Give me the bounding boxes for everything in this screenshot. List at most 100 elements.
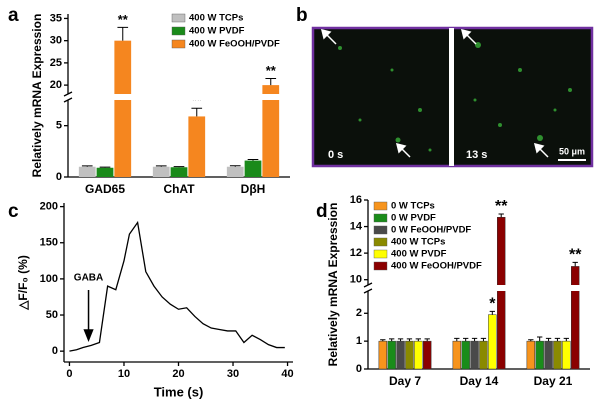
bar: [544, 340, 553, 370]
panel-label: c: [8, 201, 19, 222]
y-tick-label: 30: [50, 35, 62, 47]
significance: **: [192, 93, 203, 108]
error-bar: [528, 339, 534, 342]
x-axis-label: Time (s): [154, 384, 204, 399]
legend-swatch: [373, 213, 388, 223]
legend-label: 400 W PVDF: [391, 249, 447, 260]
x-tick-label: 30: [227, 368, 239, 380]
break-mark: [63, 97, 73, 103]
y-axis-label: Relatively mRNA Expression: [326, 203, 340, 367]
x-tick-label: 10: [118, 368, 130, 380]
bar: [535, 340, 544, 370]
bar: [553, 340, 562, 370]
cell-signal: [338, 46, 342, 50]
legend-label: 0 W PVDF: [391, 213, 436, 224]
bar: [78, 166, 96, 177]
panel-label: b: [296, 5, 308, 26]
axis-break: [69, 94, 291, 100]
bar: [96, 167, 114, 177]
panel-label: a: [8, 5, 19, 26]
arrow-head: [320, 28, 332, 40]
error-bar: [563, 337, 569, 342]
legend-swatch: [171, 26, 186, 36]
legend-swatch: [373, 237, 388, 247]
cell-signal: [518, 68, 522, 72]
bar: [244, 160, 262, 177]
bar: [497, 217, 506, 370]
legend-label: 0 W TCPs: [391, 201, 435, 212]
bar: [571, 266, 580, 370]
y-axis-label: Relatively mRNA Expression: [30, 14, 44, 178]
error-bar: [191, 107, 203, 117]
bar: [188, 116, 206, 177]
cell-signal: [537, 135, 543, 141]
error-bar: [537, 336, 543, 342]
x-tick-label: Day 21: [534, 374, 573, 388]
bar: [405, 340, 414, 370]
x-tick-label: Day 7: [389, 374, 421, 388]
scale-bar-label: 50 μm: [559, 146, 585, 156]
y-tick-label: 150: [40, 237, 58, 249]
cell-signal: [498, 123, 502, 127]
bar: [479, 340, 488, 370]
frame-time: 0 s: [328, 149, 343, 161]
significance: **: [118, 12, 129, 27]
x-tick-label: DβH: [241, 182, 266, 196]
bar: [562, 340, 571, 370]
legend-swatch: [373, 249, 388, 259]
error-bar: [545, 337, 552, 342]
cell-signals: [338, 42, 572, 152]
cell-signal: [418, 108, 422, 112]
arrow-head: [395, 142, 407, 154]
cell-signal: [473, 98, 477, 102]
bar: [396, 340, 405, 370]
significance: *: [489, 296, 496, 313]
error-bar: [415, 338, 421, 342]
error-bar: [480, 337, 487, 342]
error-bar: [247, 159, 259, 161]
error-bar: [406, 338, 413, 342]
legend-label: 400 W PVDF: [189, 26, 245, 37]
legend-label: 400 W TCPs: [189, 13, 243, 24]
break-mark: [63, 91, 73, 97]
significance: **: [495, 198, 508, 215]
error-bar: [498, 213, 504, 218]
cell-signal: [568, 88, 572, 92]
legend-label: 400 W TCPs: [391, 237, 445, 248]
y-tick-label: 14: [350, 220, 363, 232]
error-bar: [81, 165, 93, 167]
axis-break: [369, 285, 591, 291]
bar: [226, 166, 244, 177]
cell-signal: [428, 148, 432, 152]
error-bar: [229, 165, 241, 167]
x-tick-label: 0: [66, 368, 72, 380]
cell-signal: [553, 108, 557, 112]
bar: [461, 340, 470, 370]
bar: [452, 340, 461, 370]
y-tick-label: 35: [50, 12, 62, 24]
bar: [526, 340, 535, 370]
error-bar: [554, 337, 561, 342]
error-bar: [117, 26, 129, 41]
panel-label: d: [316, 201, 328, 222]
legend-swatch: [171, 13, 186, 23]
bar: [152, 166, 170, 177]
x-tick-label: ChAT: [163, 182, 195, 196]
y-tick-label: 20: [50, 79, 62, 91]
error-bar: [389, 338, 395, 342]
bar: [488, 314, 497, 370]
bar: [414, 340, 423, 370]
y-tick-label: 25: [50, 57, 62, 69]
error-bar: [572, 261, 578, 267]
error-bar: [424, 338, 430, 342]
legend-label: 0 W FeOOH/PVDF: [391, 225, 471, 236]
x-tick-label: Day 14: [460, 374, 499, 388]
annotation-arrow: [83, 290, 94, 343]
break-mark: [363, 282, 373, 288]
y-tick-label: 100: [40, 273, 58, 285]
cell-signal: [390, 68, 394, 72]
bar: [387, 340, 396, 370]
x-tick-label: 20: [172, 368, 184, 380]
x-tick-label: 40: [281, 368, 293, 380]
